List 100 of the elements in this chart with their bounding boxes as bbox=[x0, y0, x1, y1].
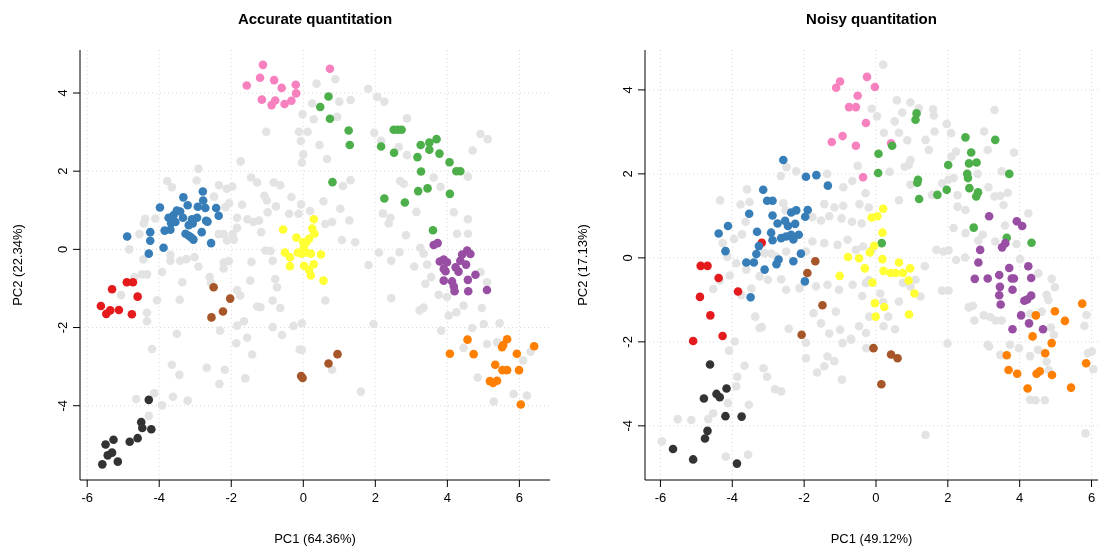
point bbox=[319, 276, 328, 285]
point bbox=[1002, 350, 1012, 360]
point bbox=[218, 307, 228, 316]
point bbox=[267, 100, 276, 110]
point bbox=[869, 343, 878, 353]
point bbox=[827, 137, 837, 147]
point bbox=[445, 189, 455, 199]
point bbox=[742, 258, 751, 267]
y-tick-label: 2 bbox=[55, 167, 70, 175]
point bbox=[744, 209, 754, 219]
point bbox=[879, 302, 889, 312]
point bbox=[800, 277, 810, 286]
point bbox=[733, 287, 743, 296]
point bbox=[328, 177, 337, 187]
point bbox=[516, 400, 526, 409]
point bbox=[287, 96, 296, 106]
point bbox=[1077, 299, 1087, 308]
point bbox=[973, 188, 983, 197]
point bbox=[490, 360, 500, 369]
point bbox=[435, 149, 444, 158]
point bbox=[873, 211, 882, 221]
point bbox=[843, 252, 853, 262]
point bbox=[502, 334, 512, 344]
y-tick-label: -4 bbox=[55, 399, 70, 412]
point bbox=[512, 349, 522, 359]
point bbox=[345, 140, 355, 150]
point bbox=[169, 210, 178, 220]
point bbox=[1023, 384, 1032, 393]
point bbox=[306, 271, 316, 280]
point bbox=[721, 411, 730, 421]
x-tick-label: 0 bbox=[299, 490, 307, 505]
point bbox=[1026, 273, 1036, 283]
point bbox=[1004, 365, 1013, 375]
point bbox=[183, 200, 192, 210]
y-tick-label: -4 bbox=[620, 420, 635, 432]
point bbox=[285, 252, 295, 262]
point bbox=[878, 228, 887, 237]
point bbox=[801, 172, 811, 182]
point bbox=[874, 149, 883, 159]
point bbox=[835, 271, 845, 281]
point bbox=[1047, 338, 1056, 348]
point bbox=[133, 292, 142, 301]
point bbox=[376, 142, 386, 151]
point bbox=[482, 285, 492, 295]
point bbox=[723, 221, 733, 231]
point bbox=[1040, 348, 1050, 358]
point bbox=[400, 198, 410, 207]
y-tick-label: 4 bbox=[620, 86, 635, 94]
point bbox=[109, 435, 118, 445]
point bbox=[904, 310, 914, 319]
point bbox=[703, 426, 712, 436]
point bbox=[860, 264, 870, 273]
point bbox=[732, 459, 742, 468]
point bbox=[454, 267, 463, 276]
point bbox=[853, 91, 862, 101]
x-tick-label: -4 bbox=[726, 490, 739, 505]
point bbox=[714, 229, 723, 238]
point bbox=[278, 225, 288, 234]
point bbox=[851, 102, 861, 112]
y-tick-label: 4 bbox=[55, 89, 70, 97]
point bbox=[823, 181, 833, 190]
point bbox=[803, 268, 812, 278]
chart-title: Noisy quantitation bbox=[806, 10, 937, 27]
point bbox=[893, 353, 902, 363]
y-tick-label: -2 bbox=[620, 336, 635, 348]
x-tick-label: -6 bbox=[81, 490, 93, 505]
point bbox=[211, 203, 221, 213]
point bbox=[309, 259, 319, 269]
point bbox=[179, 193, 188, 202]
point bbox=[942, 185, 952, 195]
point bbox=[206, 238, 216, 248]
point bbox=[122, 232, 132, 241]
point bbox=[773, 219, 782, 228]
point bbox=[255, 73, 265, 83]
point bbox=[125, 437, 134, 446]
point bbox=[423, 184, 432, 193]
point bbox=[325, 114, 335, 124]
point bbox=[439, 276, 449, 285]
point bbox=[835, 77, 845, 86]
point bbox=[133, 433, 142, 443]
point bbox=[983, 274, 993, 283]
point bbox=[838, 131, 847, 141]
point bbox=[1017, 221, 1027, 231]
point bbox=[96, 301, 106, 311]
point bbox=[886, 350, 896, 359]
point bbox=[758, 185, 768, 195]
point bbox=[706, 311, 715, 320]
y-tick-label: 2 bbox=[620, 170, 635, 178]
point bbox=[796, 249, 806, 258]
point bbox=[471, 270, 480, 280]
point bbox=[529, 342, 539, 351]
point bbox=[445, 349, 455, 359]
point bbox=[933, 190, 942, 200]
x-tick-label: -6 bbox=[654, 490, 667, 505]
point bbox=[1016, 311, 1026, 320]
point bbox=[1026, 291, 1036, 300]
point bbox=[1024, 261, 1033, 271]
point bbox=[324, 92, 333, 101]
point bbox=[315, 102, 325, 112]
point bbox=[868, 278, 877, 287]
